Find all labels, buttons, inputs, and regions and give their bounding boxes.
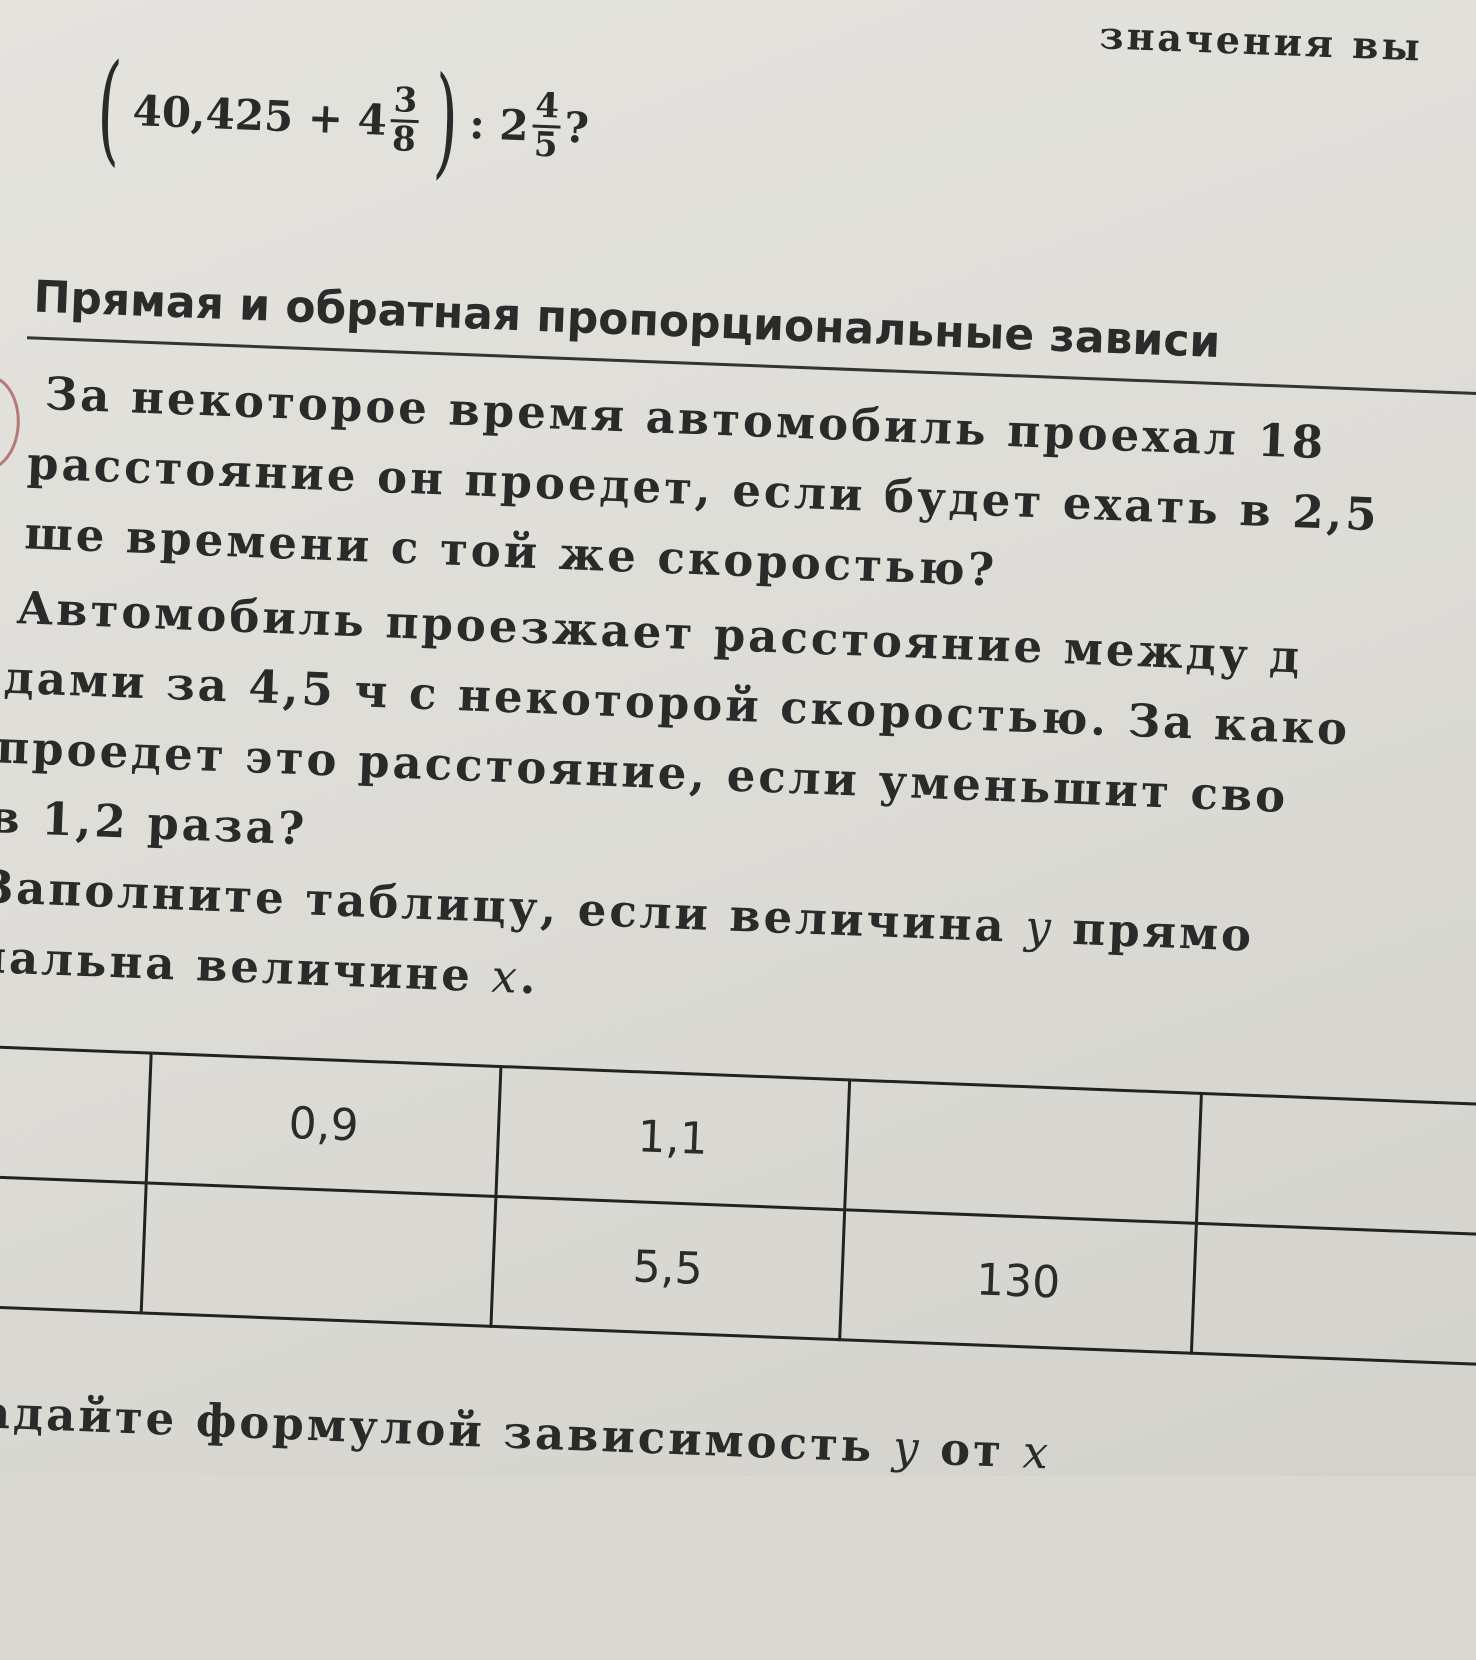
table-cell: 5,5 — [490, 1196, 845, 1340]
table-cell — [844, 1079, 1202, 1224]
table-cell: 130 — [839, 1209, 1197, 1354]
problem-3-line: нальна величине x. — [0, 929, 540, 1005]
proportion-table: x 0,9 1,1 y 5,5 130 — [0, 1043, 1476, 1367]
table-cell — [141, 1182, 496, 1327]
problem-2-line: в 1,2 раза? — [0, 790, 309, 856]
problem-number-mark — [0, 373, 22, 473]
table-cell — [1196, 1093, 1476, 1237]
top-fragment: значения вы — [1098, 12, 1424, 70]
row-label: x — [0, 1045, 152, 1183]
problem-4-line: Задайте формулой зависимость y от x — [0, 1383, 1053, 1480]
table-cell: 0,9 — [146, 1053, 501, 1197]
table-cell: 1,1 — [495, 1066, 850, 1210]
row-label: y — [0, 1174, 147, 1313]
table-cell — [1191, 1223, 1476, 1367]
section-heading: Прямая и обратная пропорциональные завис… — [32, 271, 1222, 369]
